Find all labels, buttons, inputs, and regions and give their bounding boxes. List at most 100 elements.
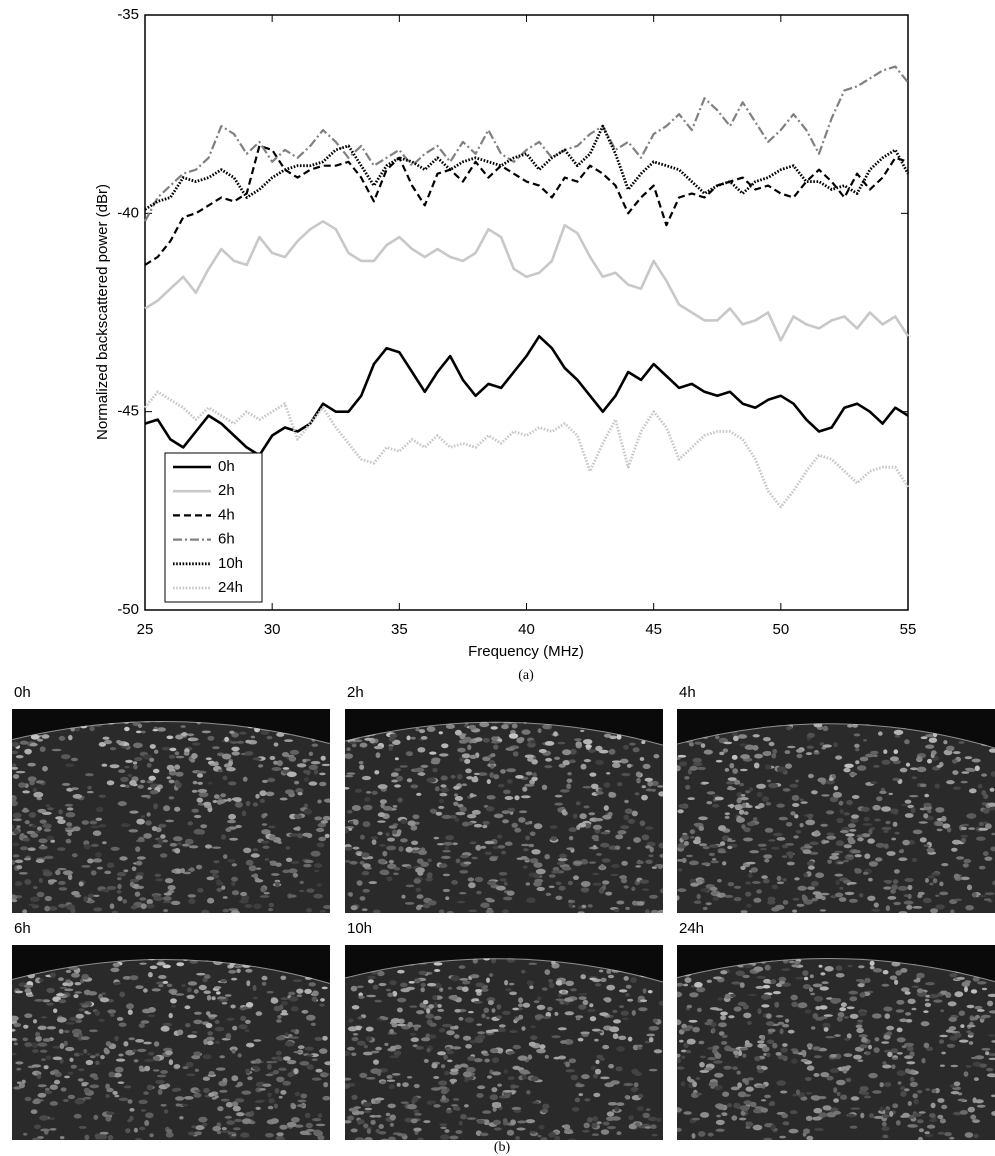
speckle [844,1016,849,1018]
speckle [417,905,423,908]
speckle [118,801,127,806]
speckle [983,808,990,813]
speckle [836,1080,846,1086]
speckle [920,784,927,788]
speckle [853,1055,862,1060]
speckle [363,805,373,811]
speckle [390,734,398,738]
speckle [706,902,712,905]
speckle [904,901,914,905]
speckle [739,810,744,815]
speckle [146,904,155,909]
speckle [375,1098,385,1101]
speckle [515,775,524,779]
speckle [488,1000,494,1005]
speckle [434,969,440,972]
speckle [323,905,333,909]
speckle [483,1053,490,1056]
speckle [894,749,899,754]
speckle [360,743,368,748]
speckle [981,773,987,776]
image-label: 0h [14,684,31,701]
speckle [799,799,803,802]
speckle [415,1046,423,1050]
speckle [904,1088,910,1091]
speckle [840,809,844,813]
speckle [406,885,415,888]
speckle [480,902,489,908]
speckle [921,1058,925,1064]
speckle [155,1080,165,1084]
speckle [470,974,479,978]
speckle [912,858,918,862]
speckle [751,867,758,872]
speckle [47,836,54,841]
speckle [60,1043,65,1049]
speckle [352,1005,360,1009]
speckle [679,804,687,808]
speckle [229,731,234,734]
speckle [551,870,560,873]
speckle [864,817,870,822]
speckle [356,1026,362,1030]
speckle [791,964,799,967]
speckle [836,973,845,978]
speckle [66,970,72,973]
speckle [410,1033,417,1036]
speckle [549,874,556,877]
speckle [214,794,220,799]
speckle [459,978,468,981]
speckle [387,877,393,882]
speckle [754,754,763,759]
speckle [905,991,911,995]
speckle [814,750,818,752]
speckle [833,1087,837,1093]
speckle [949,1137,954,1140]
speckle [485,852,492,855]
speckle [144,1059,154,1062]
speckle [925,1134,933,1137]
speckle [226,1120,235,1125]
speckle [14,1043,18,1046]
speckle [32,1049,39,1053]
speckle [791,1059,798,1064]
speckle [518,997,523,1003]
speckle [754,1056,760,1061]
speckle [757,1008,761,1014]
speckle [959,1011,965,1016]
speckle [267,991,274,994]
speckle [595,746,602,751]
speckle [66,1022,75,1025]
speckle [933,1000,942,1003]
speckle [884,1082,891,1087]
speckle [267,1064,272,1070]
speckle [975,1006,983,1010]
speckle [71,758,78,761]
speckle [599,970,603,973]
speckle [725,816,730,819]
speckle [579,813,586,819]
speckle [111,847,120,851]
speckle [621,773,630,776]
speckle [279,1125,287,1130]
speckle [46,1003,53,1006]
speckle [800,823,804,827]
speckle [464,1104,469,1107]
speckle [181,984,185,988]
speckle [96,807,104,812]
speckle [232,797,241,801]
speckle [712,858,716,861]
speckle [813,984,823,988]
speckle [763,879,770,884]
speckle [187,1035,197,1039]
speckle [533,862,542,868]
speckle [453,802,458,806]
speckle [231,881,235,886]
speckle [55,816,63,819]
speckle [621,1011,629,1016]
speckle [262,976,268,981]
speckle [715,736,720,740]
speckle [681,1056,685,1059]
speckle [876,843,885,848]
speckle [549,982,555,988]
